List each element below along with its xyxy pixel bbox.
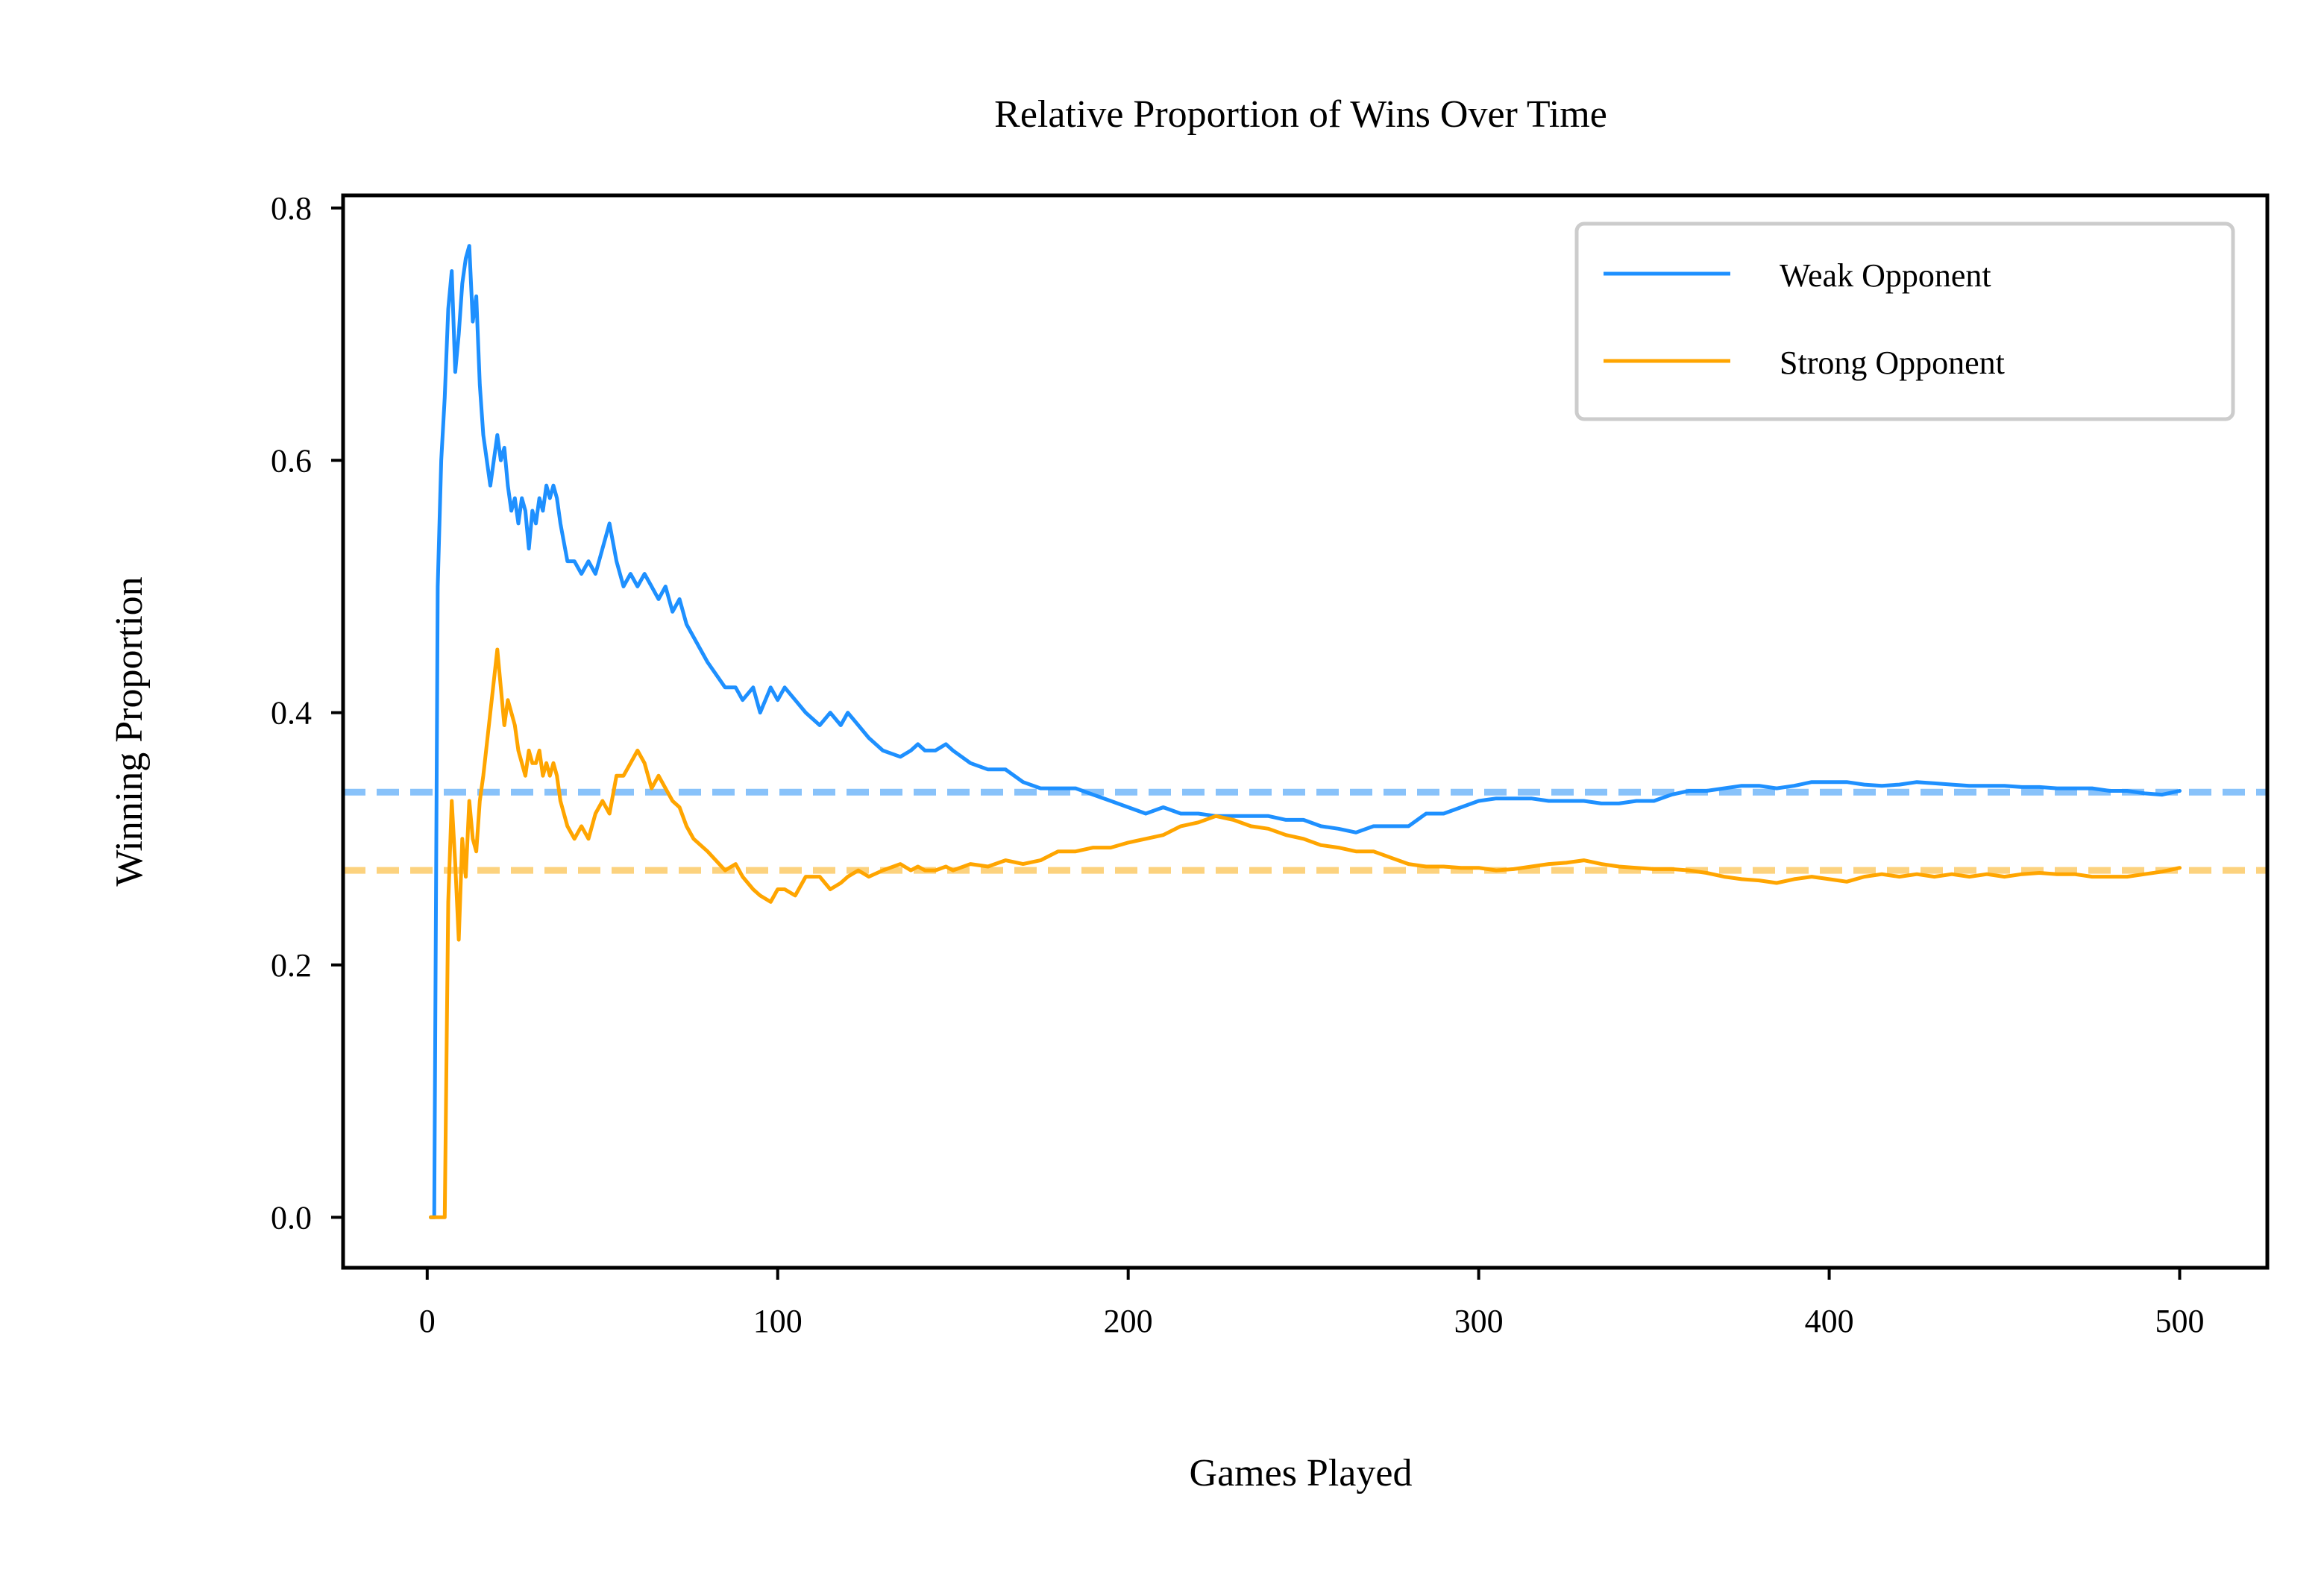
x-axis-label: Games Played	[1190, 1452, 1413, 1494]
x-tick-label: 200	[1104, 1303, 1153, 1339]
y-tick-label: 0.6	[271, 442, 312, 479]
legend-box	[1574, 221, 2235, 421]
y-tick-label: 0.0	[271, 1199, 312, 1236]
legend-label-strong-opponent: Strong Opponent	[1780, 345, 2005, 381]
x-tick-label: 300	[1454, 1303, 1504, 1339]
y-axis-label: Winning Proportion	[108, 576, 151, 886]
legend: Weak Opponent Strong Opponent	[1574, 221, 2235, 421]
series-line-weak-opponent	[429, 244, 2182, 1219]
x-tick-label: 0	[419, 1303, 436, 1339]
x-tick-label: 400	[1805, 1303, 1854, 1339]
legend-label-weak-opponent: Weak Opponent	[1780, 257, 1991, 294]
y-axis-ticks: 0.0 0.2 0.4 0.6 0.8	[271, 190, 343, 1236]
y-tick-label: 0.2	[271, 947, 312, 984]
x-axis-ticks: 0 100 200 300 400 500	[419, 1268, 2205, 1339]
series-line-strong-opponent	[429, 647, 2182, 1219]
axes-frame	[341, 193, 2270, 1270]
reference-lines	[343, 788, 2267, 874]
plot-area	[343, 244, 2267, 1219]
y-tick-label: 0.4	[271, 695, 312, 732]
chart-title: Relative Proportion of Wins Over Time	[994, 93, 1607, 136]
x-tick-label: 500	[2155, 1303, 2205, 1339]
series-lines	[429, 244, 2182, 1219]
y-tick-label: 0.8	[271, 190, 312, 227]
x-tick-label: 100	[753, 1303, 803, 1339]
